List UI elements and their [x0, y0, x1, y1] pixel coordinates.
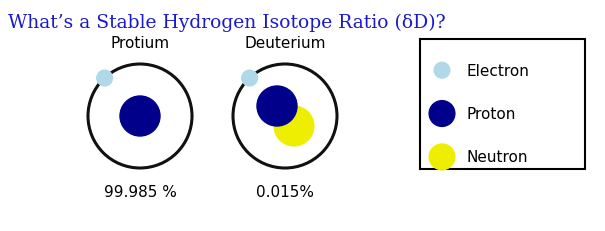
Circle shape — [434, 63, 450, 79]
Text: Protium: Protium — [111, 36, 169, 51]
Circle shape — [241, 71, 258, 87]
Circle shape — [257, 87, 297, 126]
Text: What’s a Stable Hydrogen Isotope Ratio (δD)?: What’s a Stable Hydrogen Isotope Ratio (… — [8, 14, 446, 32]
Circle shape — [274, 106, 314, 146]
Text: 99.985 %: 99.985 % — [103, 184, 177, 199]
Circle shape — [429, 144, 455, 170]
Circle shape — [120, 97, 160, 137]
Text: Electron: Electron — [466, 64, 529, 78]
Text: Deuterium: Deuterium — [244, 36, 325, 51]
Text: Proton: Proton — [466, 106, 515, 122]
Text: 0.015%: 0.015% — [256, 184, 314, 199]
Text: Neutron: Neutron — [466, 150, 528, 165]
FancyBboxPatch shape — [420, 40, 585, 169]
Circle shape — [429, 101, 455, 127]
Circle shape — [97, 71, 113, 87]
